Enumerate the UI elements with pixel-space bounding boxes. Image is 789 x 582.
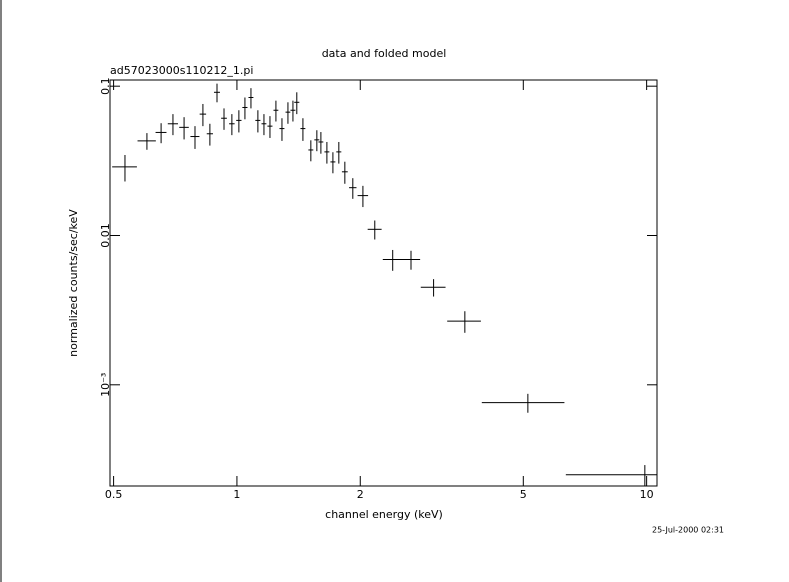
x-tick-label: 5 <box>520 488 527 501</box>
data-layer <box>112 83 657 486</box>
y-tick-label: 0.01 <box>99 223 112 248</box>
x-tick-label: 2 <box>357 488 364 501</box>
y-tick-label: 10⁻³ <box>99 373 112 397</box>
x-axis-label: channel energy (keV) <box>325 508 443 521</box>
x-tick-label: 1 <box>233 488 240 501</box>
chart-title: data and folded model <box>322 47 447 60</box>
plot-frame <box>109 79 658 487</box>
y-axis-label: normalized counts/sec/keV <box>67 209 80 357</box>
x-tick-label: 10 <box>640 488 654 501</box>
x-tick-label: 0.5 <box>105 488 123 501</box>
y-tick-label: 0.1 <box>99 77 112 95</box>
timestamp: 25-Jul-2000 02:31 <box>652 526 724 535</box>
chart-subtitle: ad57023000s110212_1.pi <box>110 64 253 77</box>
